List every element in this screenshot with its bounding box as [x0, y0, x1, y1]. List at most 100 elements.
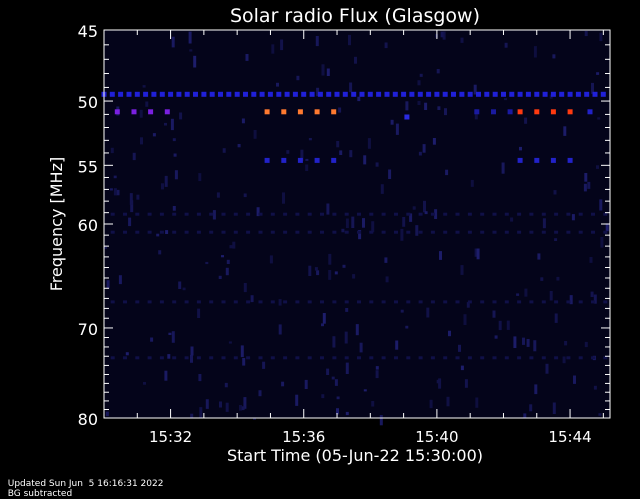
emission-point [600, 91, 606, 97]
emission-point [297, 109, 303, 115]
noise-speck [190, 346, 194, 356]
noise-speck [332, 230, 337, 234]
emission-point [426, 91, 432, 97]
noise-speck [504, 42, 508, 48]
emission-point [517, 109, 523, 115]
noise-speck [245, 54, 249, 61]
noise-speck [224, 382, 228, 388]
noise-speck [344, 356, 349, 360]
noise-speck [233, 356, 238, 360]
noise-speck [529, 230, 534, 234]
noise-speck [159, 230, 164, 234]
noise-speck [282, 192, 285, 204]
noise-speck [225, 267, 229, 276]
noise-speck [345, 308, 349, 312]
emission-point [359, 91, 365, 97]
noise-speck [307, 356, 312, 360]
noise-speck [205, 399, 209, 409]
noise-speck [164, 122, 167, 126]
noise-speck [409, 213, 413, 222]
noise-speck [424, 211, 428, 215]
emission-point [331, 109, 337, 115]
emission-point [314, 109, 320, 115]
noise-speck [196, 300, 201, 304]
noise-speck [243, 283, 247, 293]
noise-speck [190, 413, 194, 418]
emission-point [550, 91, 556, 97]
emission-point [151, 91, 157, 97]
noise-speck [243, 193, 247, 198]
noise-speck [221, 300, 226, 304]
emission-point [534, 157, 540, 163]
noise-speck [178, 281, 182, 289]
emission-point [474, 109, 480, 115]
noise-speck [542, 218, 546, 229]
emission-point [567, 157, 573, 163]
noise-speck [429, 399, 433, 409]
noise-speck [603, 230, 608, 234]
noise-speck [336, 141, 340, 148]
emission-point [451, 91, 456, 97]
noise-speck [564, 341, 568, 346]
noise-speck [591, 212, 595, 216]
noise-speck [221, 230, 226, 234]
noise-speck [179, 112, 183, 120]
emission-point [264, 109, 270, 115]
noise-speck [239, 405, 242, 411]
noise-speck [534, 384, 538, 395]
noise-speck [307, 212, 312, 216]
noise-speck [504, 356, 509, 360]
noise-speck [480, 356, 485, 360]
noise-speck [443, 212, 448, 216]
emission-point [317, 91, 323, 97]
y-tick-label: 45 [78, 22, 98, 41]
noise-speck [371, 221, 375, 233]
noise-speck [381, 300, 386, 304]
noise-speck [116, 189, 120, 196]
noise-speck [455, 212, 460, 216]
noise-speck [381, 356, 386, 360]
noise-speck [578, 300, 583, 304]
emission-point [384, 91, 390, 97]
noise-speck [445, 169, 449, 176]
noise-speck [444, 108, 447, 116]
radio-emission-marks [101, 91, 606, 163]
noise-speck [458, 344, 461, 352]
noise-speck [395, 340, 399, 350]
noise-speck [598, 413, 602, 416]
noise-speck [556, 276, 560, 281]
emission-point [201, 91, 207, 97]
noise-speck [147, 212, 152, 216]
noise-speck [142, 85, 146, 88]
emission-point [509, 91, 515, 97]
emission-point [164, 109, 170, 115]
y-tick-label: 70 [78, 320, 98, 339]
emission-point [326, 91, 332, 97]
noise-speck [237, 144, 241, 148]
emission-point [314, 157, 320, 163]
y-axis-label: Frequency [MHz] [47, 157, 66, 291]
noise-speck [415, 225, 419, 236]
noise-speck [338, 107, 342, 113]
emission-point [550, 109, 556, 115]
emission-point [218, 91, 223, 97]
noise-speck [345, 218, 349, 229]
noise-speck [363, 389, 367, 392]
noise-speck [554, 212, 559, 216]
emission-point [126, 91, 132, 97]
noise-speck [349, 82, 353, 93]
noise-speck [271, 44, 275, 54]
noise-speck [258, 356, 263, 360]
noise-speck [270, 300, 275, 304]
noise-speck [172, 230, 177, 234]
noise-speck [533, 340, 537, 352]
noise-speck [280, 39, 284, 51]
feature-burst-2 [264, 109, 337, 115]
noise-speck [437, 106, 441, 110]
noise-speck [321, 394, 325, 399]
noise-speck [123, 356, 127, 360]
noise-speck [418, 212, 423, 216]
noise-speck [123, 300, 127, 304]
noise-speck [593, 385, 597, 390]
noise-speck [584, 31, 588, 37]
